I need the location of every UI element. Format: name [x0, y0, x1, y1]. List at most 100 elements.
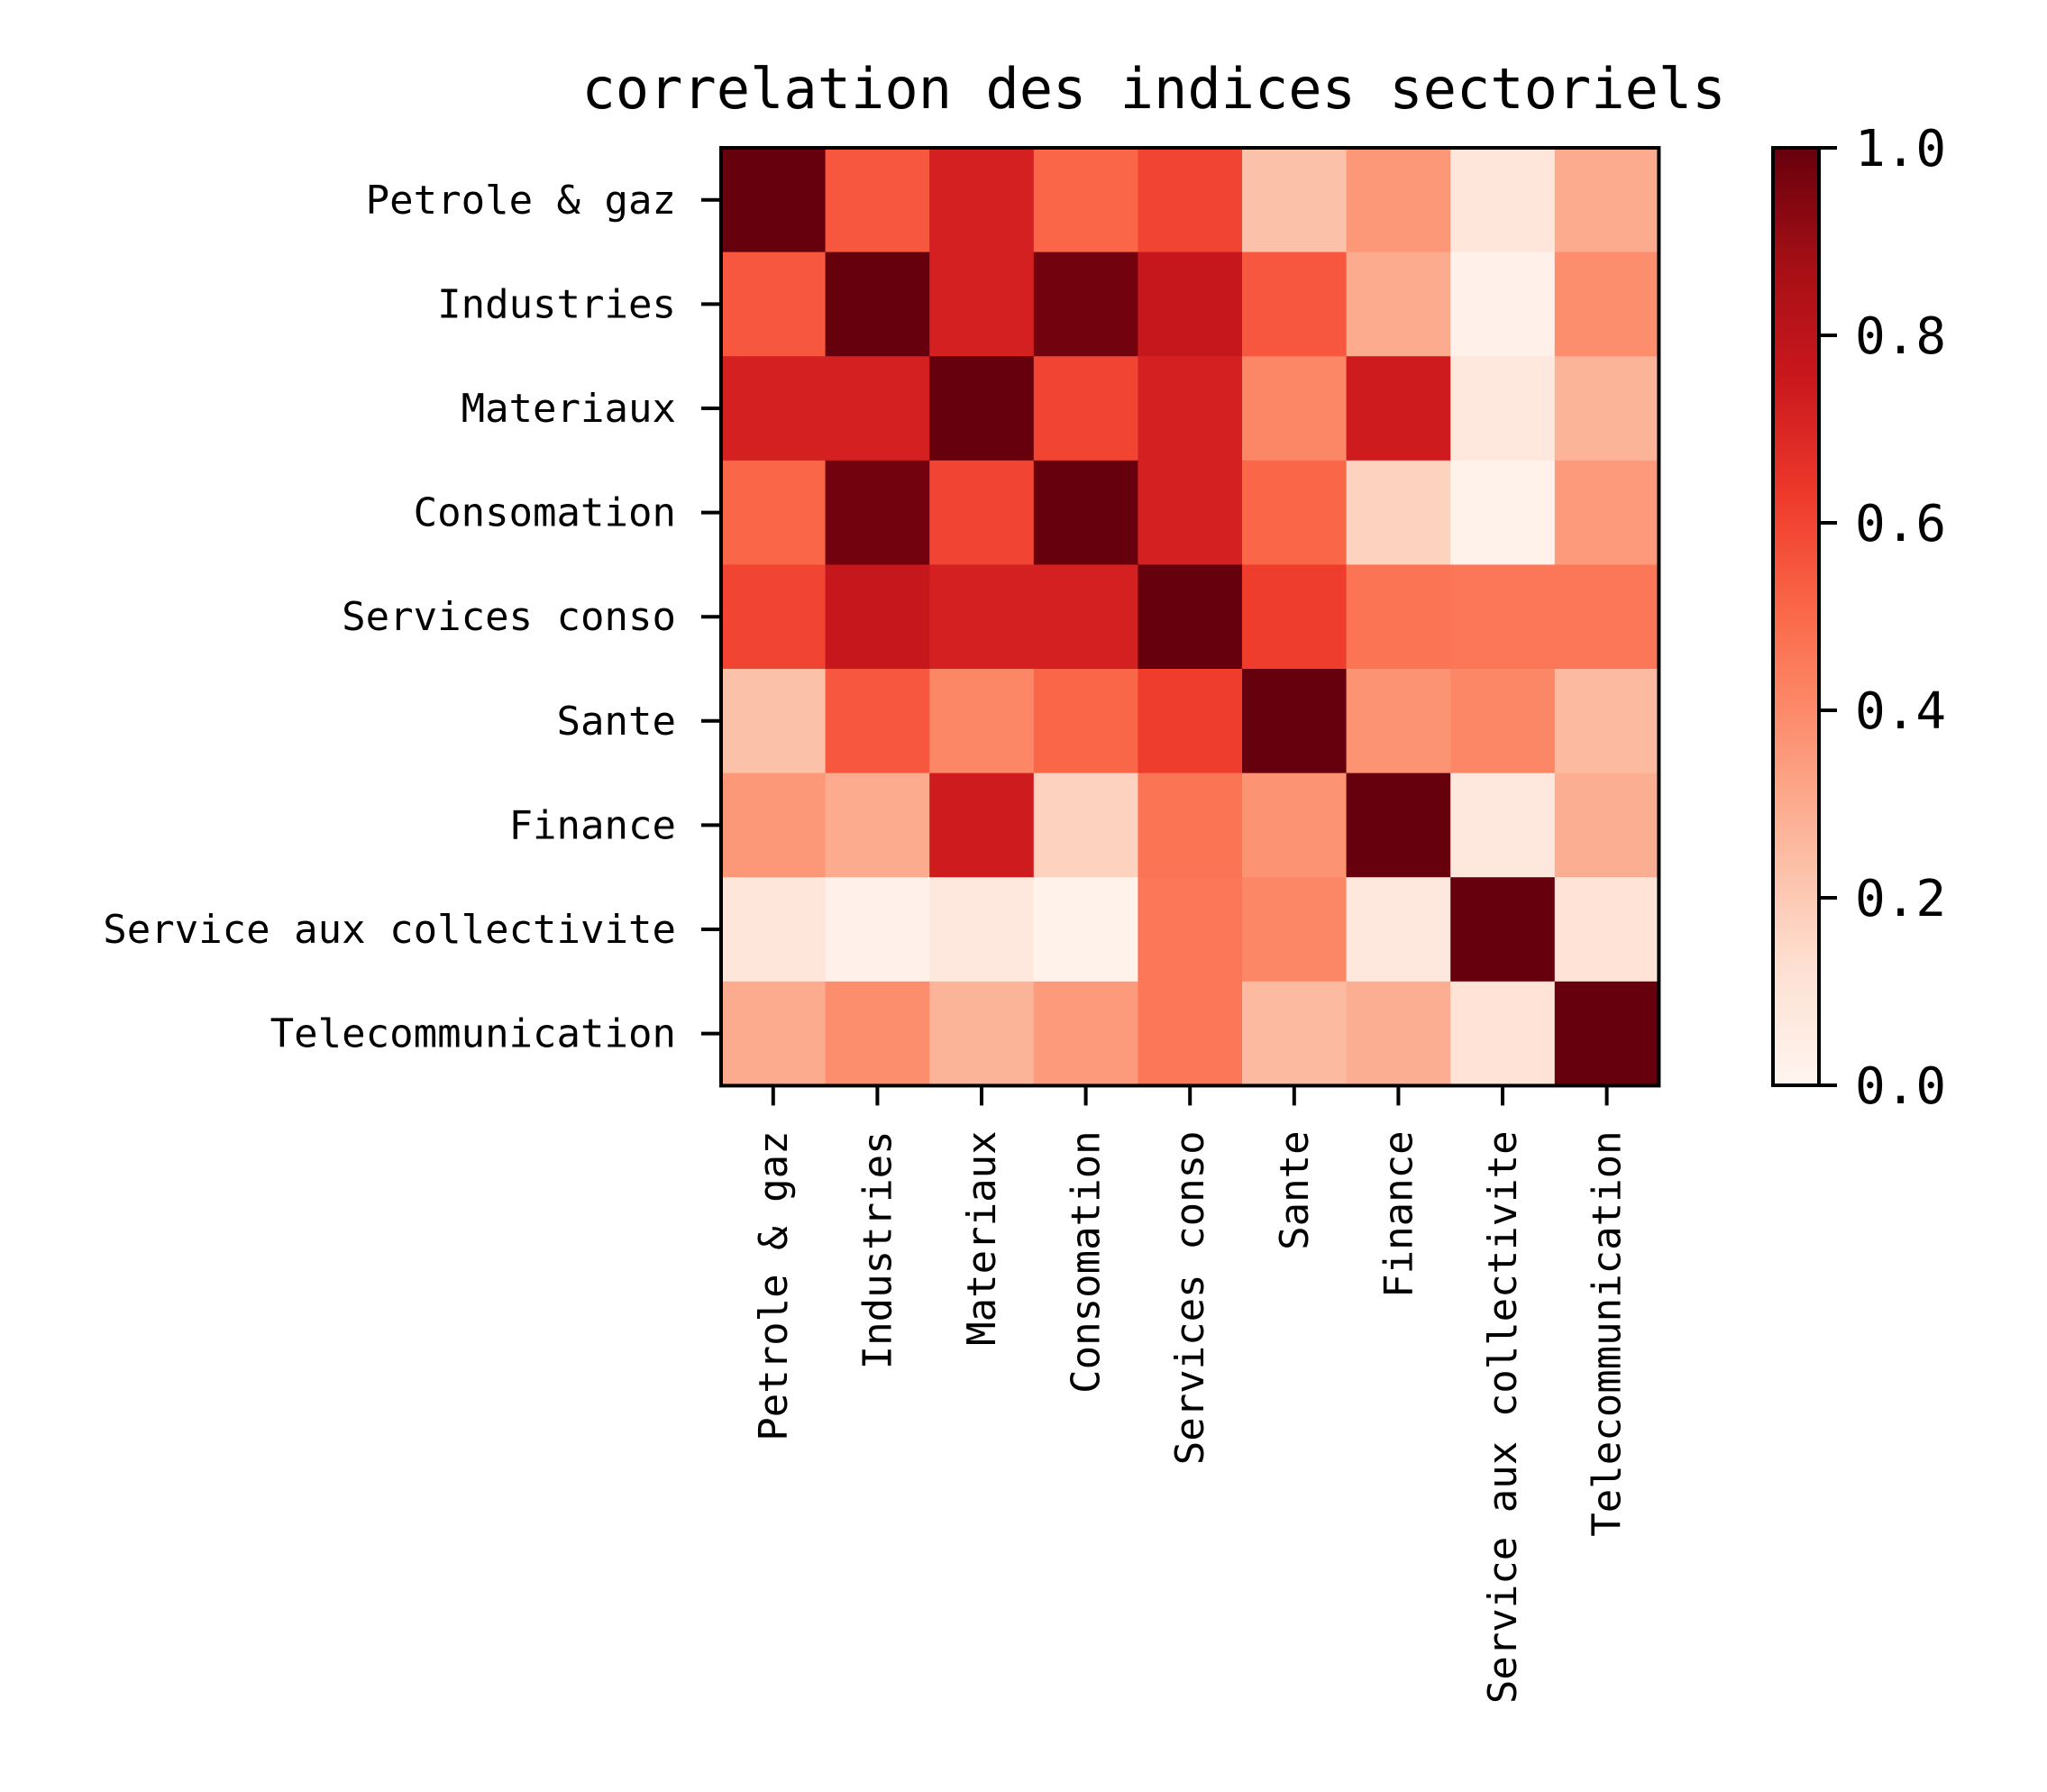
heatmap-cell-3-2	[929, 460, 1035, 565]
y-tick-label: Sante	[557, 699, 676, 745]
heatmap-cell-7-1	[825, 877, 930, 983]
heatmap-cell-4-6	[1346, 564, 1451, 670]
heatmap-cell-3-0	[721, 460, 827, 565]
heatmap-cell-0-2	[929, 148, 1035, 253]
heatmap-cell-7-6	[1346, 877, 1451, 983]
y-tick-label: Consomation	[414, 490, 676, 536]
x-tick-label: Finance	[1375, 1130, 1421, 1297]
heatmap-cell-2-3	[1033, 356, 1138, 462]
heatmap-cell-1-3	[1033, 251, 1138, 357]
colorbar-tick-label: 0.4	[1855, 682, 1946, 741]
heatmap-cell-8-8	[1554, 981, 1659, 1086]
heatmap-cell-6-5	[1242, 773, 1348, 878]
heatmap-cell-0-6	[1346, 148, 1451, 253]
heatmap-cell-3-3	[1033, 460, 1138, 565]
x-tick-label: Industries	[854, 1130, 900, 1369]
x-tick-label: Petrole & gaz	[751, 1130, 797, 1440]
y-tick-label: Finance	[509, 802, 676, 848]
heatmap-cell-5-2	[929, 669, 1035, 774]
heatmap-cell-5-0	[721, 669, 827, 774]
y-axis: Petrole & gaz Industries Materiaux Consomat…	[103, 178, 721, 1057]
heatmap-cell-2-4	[1138, 356, 1243, 462]
y-tick-label: Service aux collectivite	[103, 907, 676, 953]
x-tick-label: Service aux collectivite	[1480, 1130, 1526, 1704]
heatmap-cell-8-7	[1450, 981, 1556, 1086]
heatmap-cell-2-0	[721, 356, 827, 462]
heatmap-cell-1-6	[1346, 251, 1451, 357]
heatmap-cell-2-1	[825, 356, 930, 462]
heatmap-cell-5-3	[1033, 669, 1138, 774]
heatmap-cell-2-5	[1242, 356, 1348, 462]
heatmap-cell-1-7	[1450, 251, 1556, 357]
heatmap-cell-8-2	[929, 981, 1035, 1086]
heatmap-cell-7-5	[1242, 877, 1348, 983]
heatmap-cell-7-2	[929, 877, 1035, 983]
heatmap-cell-6-3	[1033, 773, 1138, 878]
heatmap-cell-6-8	[1554, 773, 1659, 878]
heatmap-cell-2-2	[929, 356, 1035, 462]
heatmap-cell-3-7	[1450, 460, 1556, 565]
colorbar-tick-label: 1.0	[1855, 120, 1946, 178]
heatmap-cell-0-4	[1138, 148, 1243, 253]
heatmap-cell-2-8	[1554, 356, 1659, 462]
heatmap-cell-1-4	[1138, 251, 1243, 357]
y-tick-label: Telecommunication	[270, 1011, 676, 1057]
heatmap-cell-2-7	[1450, 356, 1556, 462]
heatmap-cell-2-6	[1346, 356, 1451, 462]
heatmap-cell-6-4	[1138, 773, 1243, 878]
heatmap-cell-6-6	[1346, 773, 1451, 878]
colorbar-tick-label: 0.8	[1855, 307, 1946, 366]
colorbar-tick-label: 0.6	[1855, 495, 1946, 553]
heatmap-cell-8-0	[721, 981, 827, 1086]
heatmap-cell-3-5	[1242, 460, 1348, 565]
chart-title: correlation des indices sectoriels	[581, 56, 1725, 122]
heatmap-cell-7-4	[1138, 877, 1243, 983]
heatmap-cell-4-2	[929, 564, 1035, 670]
y-tick-label: Industries	[437, 281, 676, 327]
x-tick-label: Services conso	[1167, 1130, 1213, 1465]
heatmap-cell-0-1	[825, 148, 930, 253]
heatmap-cell-7-7	[1450, 877, 1556, 983]
heatmap-cell-8-1	[825, 981, 930, 1086]
y-tick-label: Materiaux	[461, 386, 676, 432]
heatmap-cell-0-0	[721, 148, 827, 253]
heatmap-cell-1-8	[1554, 251, 1659, 357]
heatmap-cell-8-4	[1138, 981, 1243, 1086]
x-axis: Petrole & gaz Industries Materiaux Consomat…	[751, 1085, 1631, 1704]
heatmap-cell-7-0	[721, 877, 827, 983]
colorbar-tick-label: 0.0	[1855, 1057, 1946, 1116]
heatmap-cell-5-5	[1242, 669, 1348, 774]
heatmap-cell-4-5	[1242, 564, 1348, 670]
heatmap-cell-6-2	[929, 773, 1035, 878]
heatmap-cells	[721, 148, 1659, 1086]
heatmap-cell-4-7	[1450, 564, 1556, 670]
heatmap-cell-7-3	[1033, 877, 1138, 983]
heatmap-cell-4-8	[1554, 564, 1659, 670]
y-tick-label: Petrole & gaz	[366, 178, 676, 224]
heatmap-cell-3-6	[1346, 460, 1451, 565]
heatmap-cell-5-4	[1138, 669, 1243, 774]
heatmap-cell-1-2	[929, 251, 1035, 357]
heatmap-cell-1-1	[825, 251, 930, 357]
heatmap-cell-5-1	[825, 669, 930, 774]
x-tick-label: Telecommunication	[1585, 1130, 1631, 1536]
heatmap-cell-0-8	[1554, 148, 1659, 253]
heatmap-cell-1-0	[721, 251, 827, 357]
heatmap-cell-3-8	[1554, 460, 1659, 565]
heatmap-cell-8-6	[1346, 981, 1451, 1086]
heatmap-cell-6-0	[721, 773, 827, 878]
heatmap-cell-0-5	[1242, 148, 1348, 253]
heatmap-cell-4-4	[1138, 564, 1243, 670]
heatmap-cell-5-7	[1450, 669, 1556, 774]
heatmap-cell-6-7	[1450, 773, 1556, 878]
heatmap-cell-5-6	[1346, 669, 1451, 774]
colorbar-tick-label: 0.2	[1855, 870, 1946, 928]
x-tick-label: Consomation	[1064, 1130, 1110, 1393]
heatmap-cell-6-1	[825, 773, 930, 878]
heatmap-cell-4-0	[721, 564, 827, 670]
heatmap-cell-5-8	[1554, 669, 1659, 774]
heatmap-cell-0-3	[1033, 148, 1138, 253]
heatmap-cell-1-5	[1242, 251, 1348, 357]
heatmap-cell-4-3	[1033, 564, 1138, 670]
